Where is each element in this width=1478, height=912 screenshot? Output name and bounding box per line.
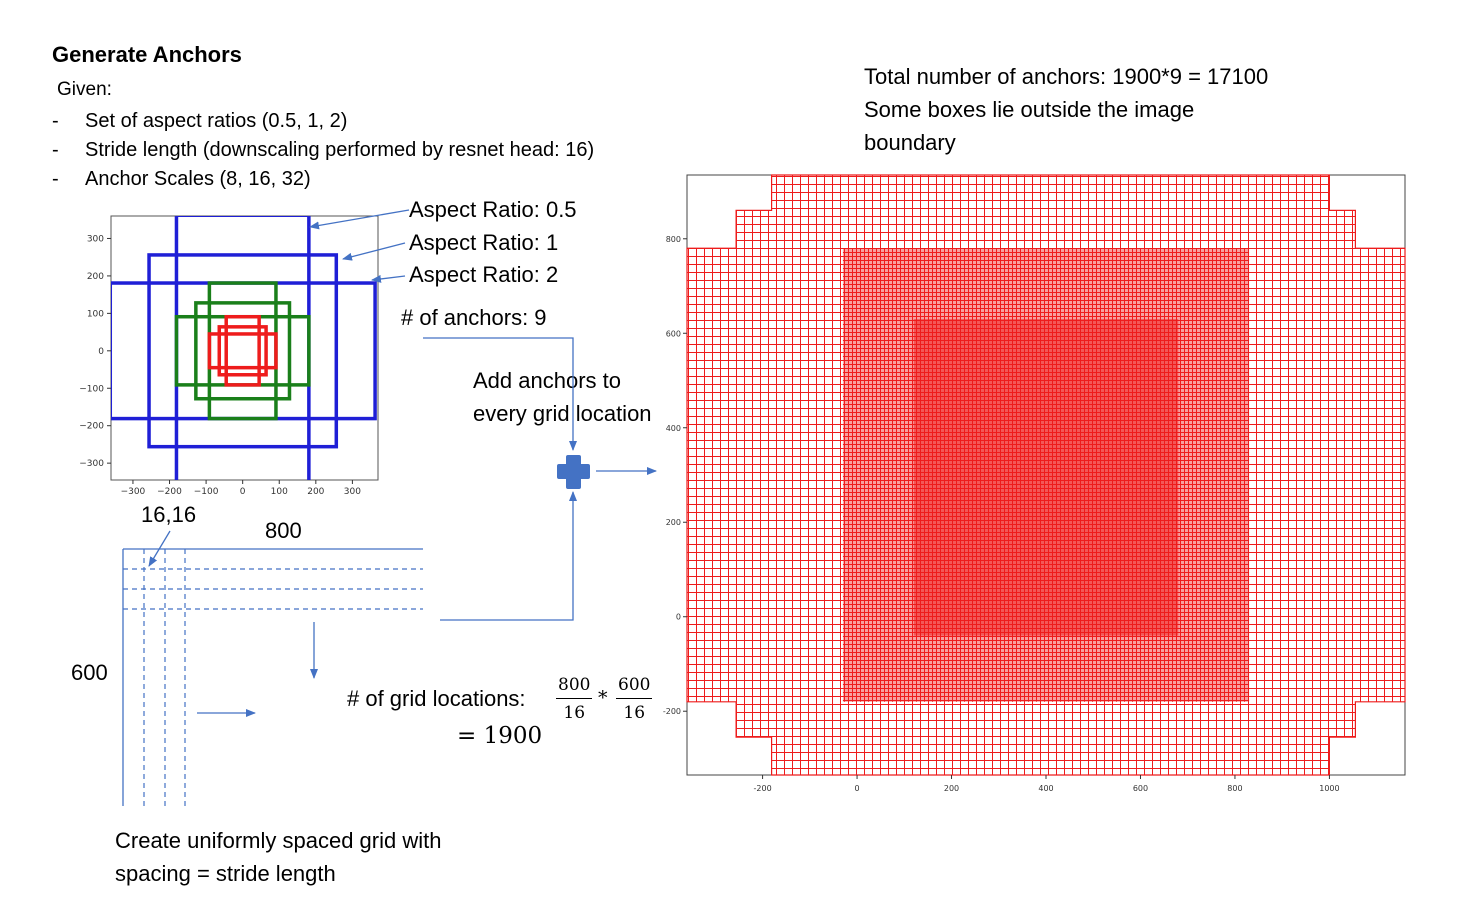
ar05-leader-arrow bbox=[309, 209, 410, 230]
list-item: - Set of aspect ratios (0.5, 1, 2) bbox=[52, 107, 594, 136]
all-anchors-ticks: -200 0 200 400 600 800 1000 800 600 400 200 0 -200 bbox=[663, 235, 1340, 793]
boundary-text: boundary bbox=[864, 130, 956, 155]
grid-height-label: 600 bbox=[71, 660, 108, 685]
y-tick-label: -200 bbox=[663, 707, 681, 716]
anchor-plot-ticks: −300 −200 −100 0 100 200 300 300 200 100 0 −100 −200… bbox=[79, 234, 361, 497]
y-tick-label: 0 bbox=[98, 347, 104, 357]
plus-icon bbox=[557, 455, 590, 489]
x-tick-label: 400 bbox=[1038, 784, 1053, 793]
aspect-ratio-05-label: Aspect Ratio: 0.5 bbox=[409, 197, 577, 222]
y-tick-label: −200 bbox=[79, 422, 104, 432]
anchor-box-green-4 bbox=[194, 301, 292, 401]
all-anchors-plot: -200 0 200 400 600 800 1000 800 600 400 200 0 -200 bbox=[663, 174, 1406, 793]
outside-boundary-text: Some boxes lie outside the image bbox=[864, 97, 1195, 122]
anchors-to-plus-arrow bbox=[423, 337, 577, 451]
grid-locations-label: # of grid locations: bbox=[347, 686, 526, 711]
anchor-boxes bbox=[111, 216, 377, 480]
grid-width-label: 800 bbox=[265, 518, 302, 543]
num-anchors-label: # of anchors: 9 bbox=[401, 305, 547, 330]
y-tick-label: 0 bbox=[676, 613, 681, 622]
add-anchors-text: Add anchors to bbox=[473, 368, 621, 393]
x-tick-label: 200 bbox=[307, 487, 324, 497]
fraction-800-16: 800 16 bbox=[556, 675, 593, 723]
anchor-box-red-6 bbox=[224, 314, 261, 387]
anchor-box-red-8 bbox=[207, 332, 278, 370]
grid-coordinate-arrow bbox=[148, 530, 171, 567]
fraction-600-16: 600 16 bbox=[616, 675, 653, 723]
anchor-plot: −300 −200 −100 0 100 200 300 300 200 100 0 −100 −200… bbox=[79, 215, 379, 497]
y-tick-label: −100 bbox=[79, 384, 104, 394]
x-tick-label: 600 bbox=[1133, 784, 1148, 793]
fraction-numerator: 800 bbox=[556, 675, 593, 699]
all-anchors-grid bbox=[686, 174, 1406, 776]
x-tick-label: 800 bbox=[1227, 784, 1242, 793]
grid-illustration bbox=[122, 548, 423, 806]
y-tick-label: 200 bbox=[666, 518, 681, 527]
grid-coordinate-label: 16,16 bbox=[141, 502, 197, 527]
multiply-sign: * bbox=[598, 687, 608, 709]
bullet-dash: - bbox=[52, 110, 59, 132]
bullet-anchor-scales: Anchor Scales (8, 16, 32) bbox=[85, 168, 311, 190]
x-tick-label: 100 bbox=[271, 487, 288, 497]
y-tick-label: 600 bbox=[666, 329, 681, 338]
every-grid-text: every grid location bbox=[473, 401, 652, 426]
list-item: - Stride length (downscaling performed by… bbox=[52, 136, 594, 165]
grid-caption-line1: Create uniformly spaced grid with bbox=[115, 828, 442, 853]
x-tick-label: −200 bbox=[157, 487, 182, 497]
x-tick-label: 200 bbox=[944, 784, 959, 793]
x-tick-label: −100 bbox=[194, 487, 219, 497]
given-label: Given: bbox=[57, 79, 112, 100]
aspect-ratio-1-label: Aspect Ratio: 1 bbox=[409, 230, 559, 255]
x-tick-label: −300 bbox=[121, 487, 146, 497]
bullet-stride-length: Stride length (downscaling performed by … bbox=[85, 139, 595, 161]
total-anchors-text: Total number of anchors: 1900*9 = 17100 bbox=[864, 64, 1269, 89]
densest-anchor-region bbox=[913, 319, 1179, 636]
x-tick-label: 1000 bbox=[1319, 784, 1339, 793]
bullet-dash: - bbox=[52, 168, 59, 190]
anchor-box-red-7 bbox=[217, 325, 268, 377]
y-tick-label: 400 bbox=[666, 424, 681, 433]
page-title: Generate Anchors bbox=[52, 42, 242, 67]
grid-caption-line2: spacing = stride length bbox=[115, 861, 336, 886]
fraction-numerator: 600 bbox=[616, 675, 653, 699]
x-tick-label: 300 bbox=[344, 487, 361, 497]
y-tick-label: 300 bbox=[87, 234, 104, 244]
aspect-ratio-2-label: Aspect Ratio: 2 bbox=[409, 262, 559, 287]
bullet-aspect-ratios: Set of aspect ratios (0.5, 1, 2) bbox=[85, 110, 348, 132]
grid-locations-result: = 1900 bbox=[457, 723, 543, 749]
bullet-dash: - bbox=[52, 139, 59, 161]
ar1-leader-arrow bbox=[342, 242, 406, 261]
grid-to-plus-arrow bbox=[440, 491, 577, 621]
y-tick-label: 100 bbox=[87, 309, 104, 319]
x-tick-label: -200 bbox=[754, 784, 772, 793]
list-item: - Anchor Scales (8, 16, 32) bbox=[52, 165, 594, 194]
y-tick-label: 800 bbox=[666, 235, 681, 244]
fraction-denominator: 16 bbox=[623, 703, 646, 723]
y-tick-label: −300 bbox=[79, 459, 104, 469]
ar2-leader-arrow bbox=[371, 274, 406, 283]
y-tick-label: 200 bbox=[87, 272, 104, 282]
anchor-box-blue-1 bbox=[147, 253, 339, 449]
x-tick-label: 0 bbox=[240, 487, 246, 497]
given-list: - Set of aspect ratios (0.5, 1, 2) - Strid… bbox=[52, 107, 594, 194]
fraction-denominator: 16 bbox=[563, 703, 586, 723]
x-tick-label: 0 bbox=[855, 784, 860, 793]
